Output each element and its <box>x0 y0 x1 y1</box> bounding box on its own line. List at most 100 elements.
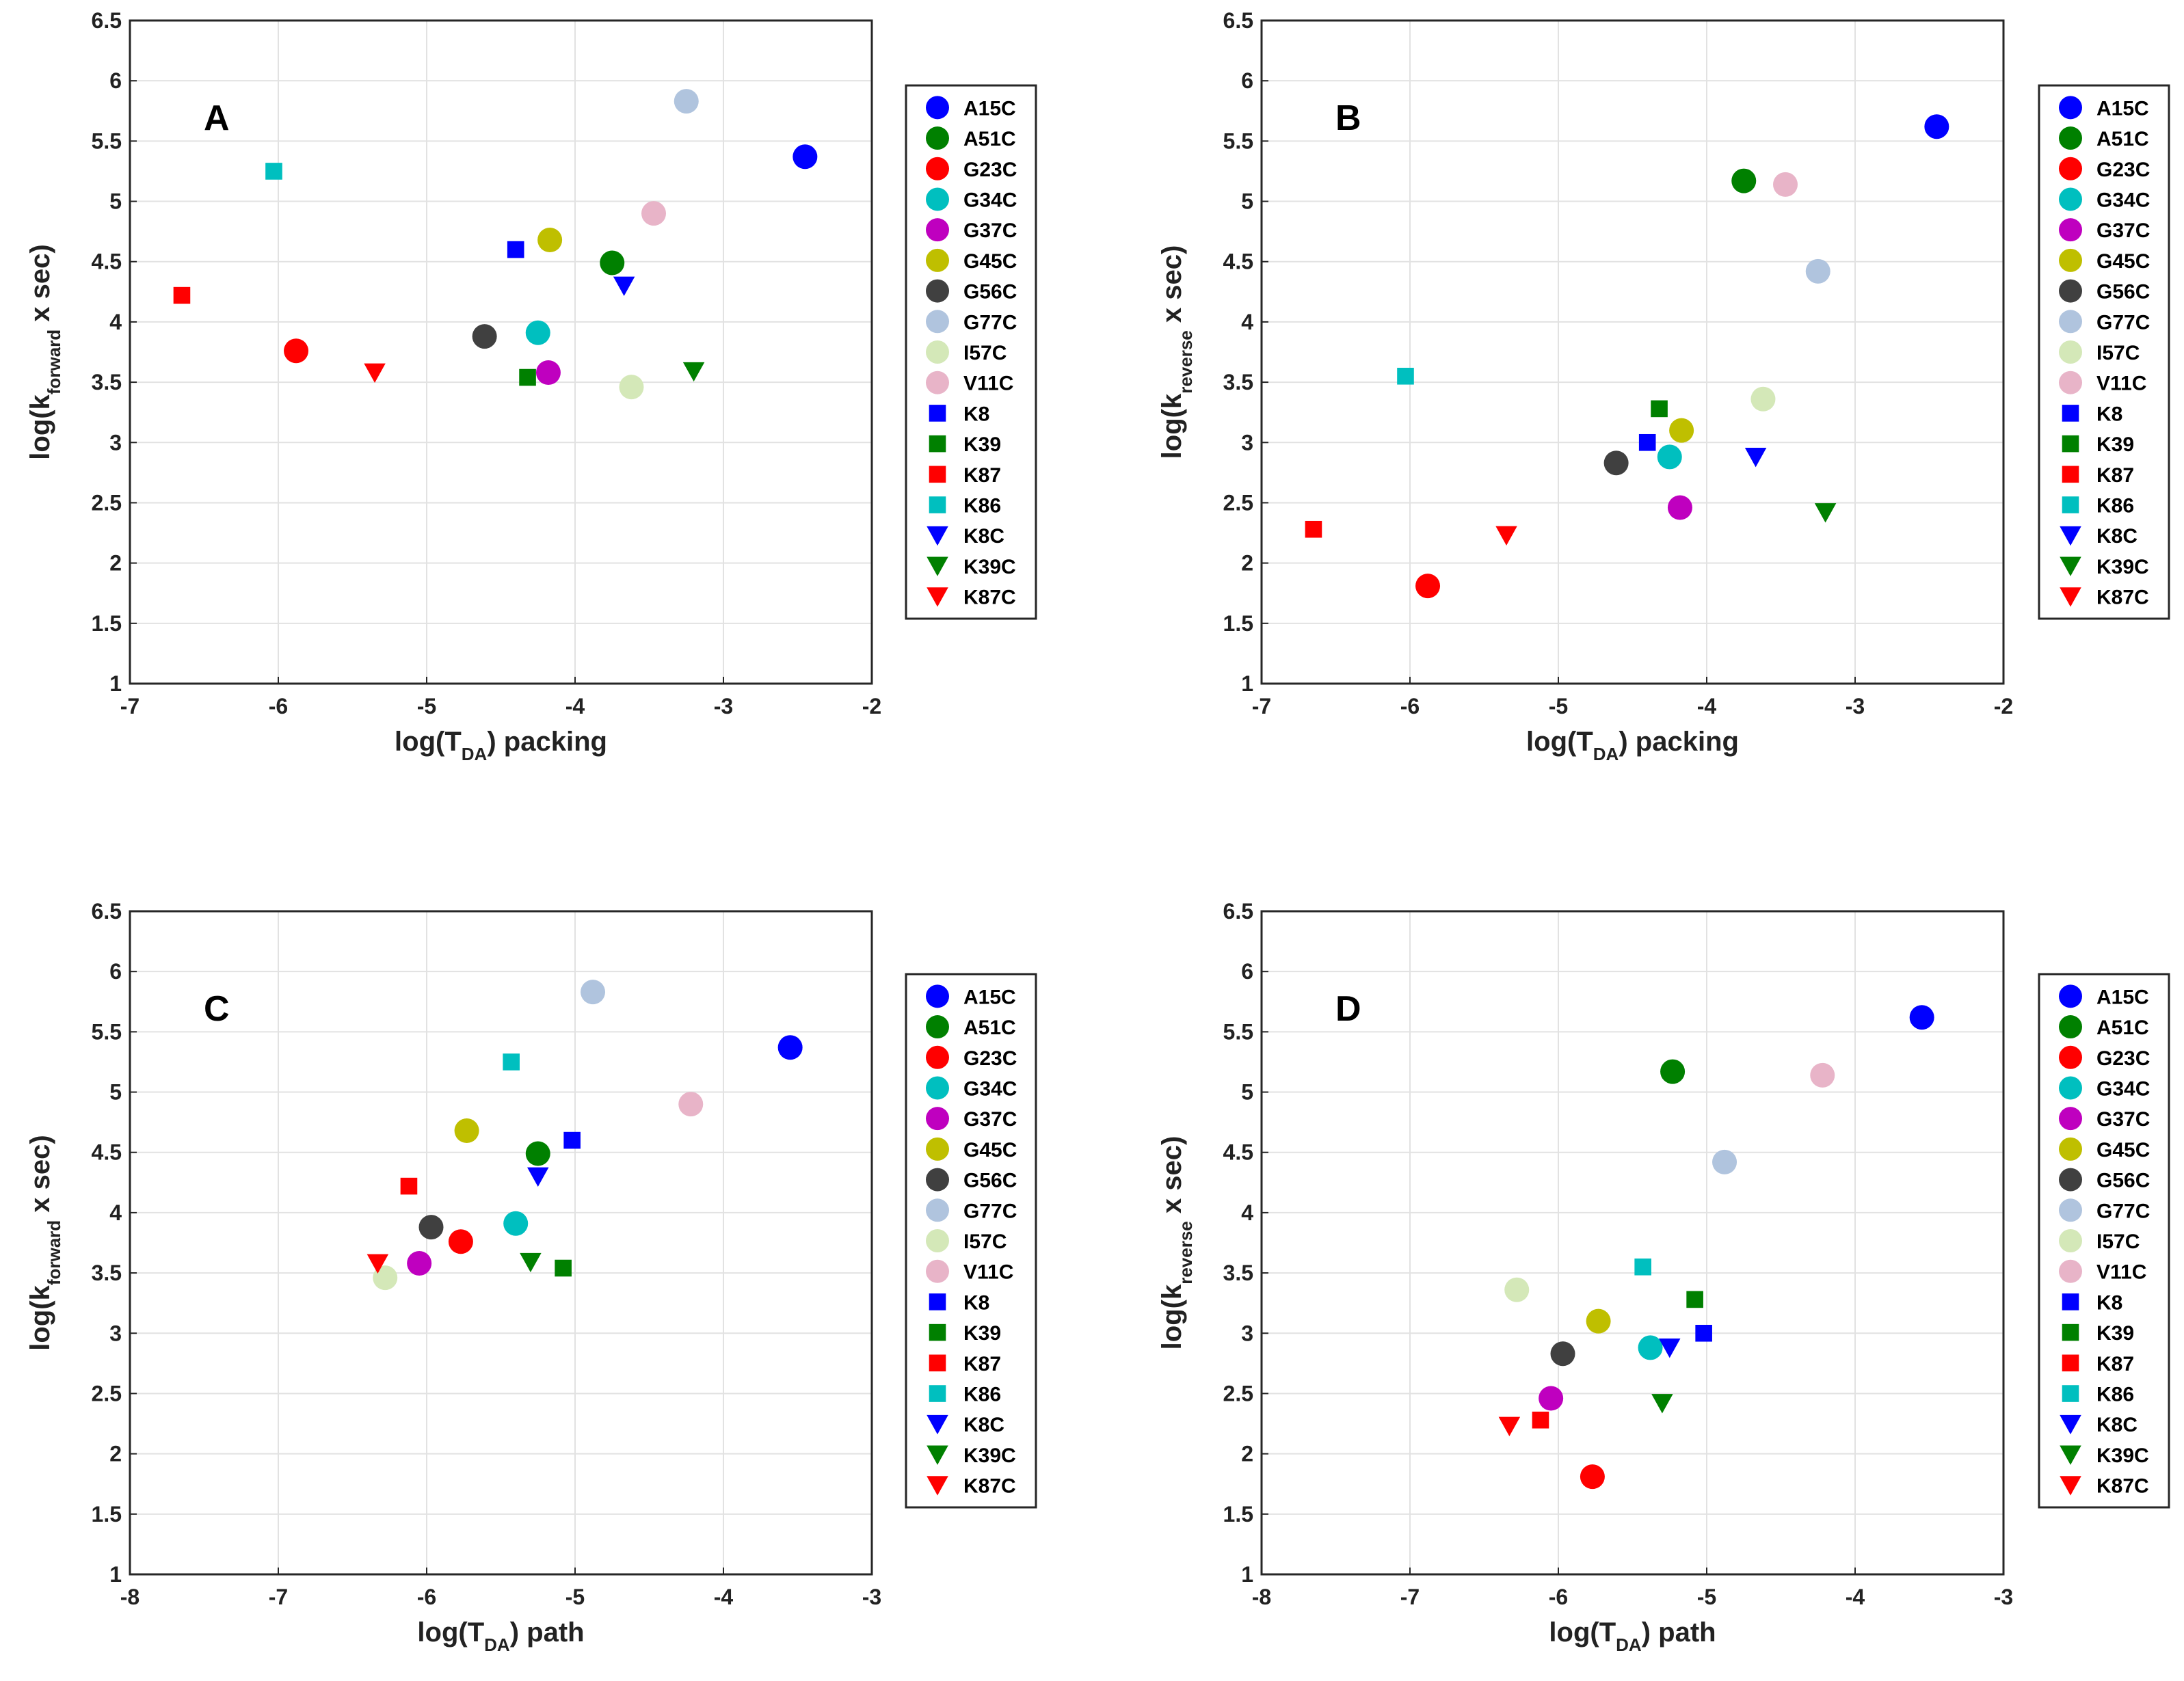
legend-marker-a51c <box>926 1015 949 1039</box>
panel-letter: C <box>204 989 230 1029</box>
legend-marker-g45c <box>2059 248 2082 272</box>
legend-marker-g34c <box>2059 1076 2082 1100</box>
legend: A15C A51C G23C G34C G37C G45C G56C G77C I57C V11C… <box>2038 973 2170 1509</box>
point-g45c <box>1586 1308 1611 1334</box>
y-tick-label: 2 <box>109 551 122 576</box>
point-k39 <box>555 1259 572 1277</box>
point-g37c <box>407 1250 432 1276</box>
legend-marker-v11c <box>2059 371 2082 394</box>
legend-marker-g37c <box>926 1107 949 1131</box>
legend-label-k39: K39 <box>963 1322 1001 1345</box>
legend-label-i57c: I57C <box>2096 1231 2140 1253</box>
legend-label-i57c: I57C <box>963 342 1007 364</box>
legend-label-g23c: G23C <box>2096 1047 2150 1070</box>
legend-label-a51c: A51C <box>2096 128 2149 150</box>
x-tick-label: -5 <box>417 694 436 718</box>
legend-marker-g45c <box>2059 1137 2082 1161</box>
legend-marker-a51c <box>926 126 949 150</box>
legend-marker-k8c <box>927 1414 948 1435</box>
point-g45c <box>454 1118 479 1143</box>
panel-letter: D <box>1335 989 1361 1029</box>
y-tick-label: 5.5 <box>1223 129 1253 153</box>
panel-letter: A <box>204 98 230 138</box>
legend-label-a15c: A15C <box>2096 97 2149 120</box>
legend-marker-i57c <box>926 1229 949 1252</box>
y-tick-label: 3.5 <box>1223 370 1253 394</box>
legend-label-k86: K86 <box>2096 495 2134 517</box>
legend-marker-k39c <box>2060 556 2081 576</box>
legend-marker-g56c <box>2059 279 2082 303</box>
point-k39c <box>520 1252 542 1273</box>
legend-label-k39: K39 <box>2096 1322 2134 1345</box>
y-tick-label: 3.5 <box>1223 1261 1253 1285</box>
legend-label-i57c: I57C <box>963 1231 1007 1253</box>
point-a15c <box>1924 114 1949 139</box>
point-k87c <box>364 363 386 383</box>
legend-label-k87: K87 <box>2096 464 2134 487</box>
point-i57c <box>1750 386 1776 412</box>
point-g23c <box>1415 574 1441 599</box>
panel-b: -7 -6 -5 -4 -3 -2 1 1.5 2 2.5 3 3.5 4 4.5 5 5.5 6 6.5 log(… <box>1157 8 2170 764</box>
x-tick-label: -6 <box>1549 1585 1568 1609</box>
legend-marker-k8 <box>929 1293 946 1310</box>
y-tick-label: 3 <box>109 1321 122 1345</box>
y-axis-label: log(kforward x sec) <box>25 244 64 459</box>
legend-label-a15c: A15C <box>963 97 1016 120</box>
legend-label-g45c: G45C <box>2096 250 2150 273</box>
legend-label-k39c: K39C <box>2096 556 2149 578</box>
point-k87 <box>400 1177 418 1195</box>
y-tick-label: 6 <box>109 959 122 984</box>
legend-marker-g34c <box>2059 187 2082 211</box>
legend-label-v11c: V11C <box>963 1261 1013 1284</box>
legend-marker-k8c <box>927 526 948 546</box>
legend-label-k87c: K87C <box>963 587 1016 609</box>
y-tick-label: 3 <box>109 430 122 455</box>
legend-marker-k39c <box>2060 1445 2081 1465</box>
point-g37c <box>535 360 561 385</box>
legend-marker-k87c <box>927 1476 948 1496</box>
y-tick-label: 4 <box>1241 310 1253 334</box>
y-tick-label: 6 <box>109 68 122 93</box>
point-g34c <box>1657 444 1682 470</box>
legend-label-g34c: G34C <box>2096 1077 2150 1100</box>
legend-label-k8: K8 <box>2096 1291 2122 1314</box>
legend-label-k39c: K39C <box>2096 1444 2149 1467</box>
legend-label-g23c: G23C <box>963 1047 1017 1070</box>
legend-marker-k39 <box>929 1323 946 1341</box>
legend-label-k87: K87 <box>2096 1353 2134 1375</box>
legend-marker-k8c <box>2060 1414 2081 1435</box>
x-axis-label: log(TDA) packing <box>395 727 607 764</box>
legend-marker-k8 <box>2062 1293 2079 1310</box>
legend-marker-a15c <box>926 96 949 120</box>
legend-marker-i57c <box>2059 340 2082 364</box>
point-k86 <box>1397 367 1414 385</box>
point-k39c <box>1651 1394 1673 1414</box>
point-g34c <box>1638 1335 1663 1360</box>
y-tick-label: 5.5 <box>1223 1019 1253 1044</box>
y-tick-label: 2.5 <box>92 1381 122 1406</box>
point-g56c <box>1603 450 1629 476</box>
legend-label-k39: K39 <box>963 433 1001 456</box>
y-tick-label: 5.5 <box>92 129 122 153</box>
legend-marker-k87c <box>927 587 948 607</box>
y-tick-label: 5 <box>109 189 122 214</box>
legend-label-k86: K86 <box>963 1384 1001 1406</box>
legend-label-k39c: K39C <box>963 556 1016 578</box>
point-k87c <box>367 1254 389 1274</box>
x-tick-label: -4 <box>1697 694 1717 718</box>
y-tick-label: 4 <box>109 1200 122 1225</box>
legend-label-a51c: A51C <box>963 128 1016 150</box>
legend-label-g77c: G77C <box>2096 1200 2150 1222</box>
y-tick-label: 4.5 <box>92 250 122 274</box>
legend-marker-k8 <box>929 405 946 422</box>
legend-marker-g23c <box>2059 1045 2082 1069</box>
legend-label-k87: K87 <box>963 1353 1001 1375</box>
point-g45c <box>1669 418 1694 443</box>
x-tick-label: -4 <box>1846 1585 1865 1609</box>
point-k86 <box>1634 1258 1651 1276</box>
point-k8 <box>1638 433 1656 451</box>
point-v11c <box>641 201 667 226</box>
legend-label-g34c: G34C <box>2096 189 2150 211</box>
point-a51c <box>1660 1059 1686 1084</box>
legend-marker-g77c <box>926 310 949 334</box>
